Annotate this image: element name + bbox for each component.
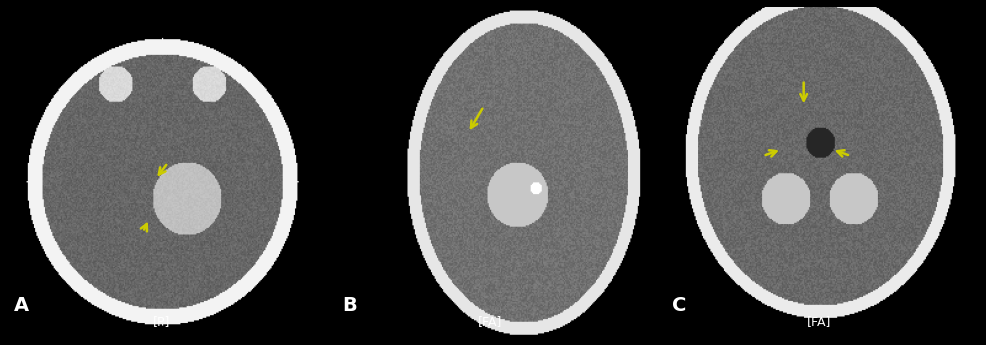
Text: C: C xyxy=(672,296,686,315)
Text: [P]: [P] xyxy=(153,315,171,328)
Text: [FA]: [FA] xyxy=(478,315,502,328)
Text: B: B xyxy=(343,296,357,315)
Text: A: A xyxy=(15,296,30,315)
Text: [FA]: [FA] xyxy=(808,315,831,328)
